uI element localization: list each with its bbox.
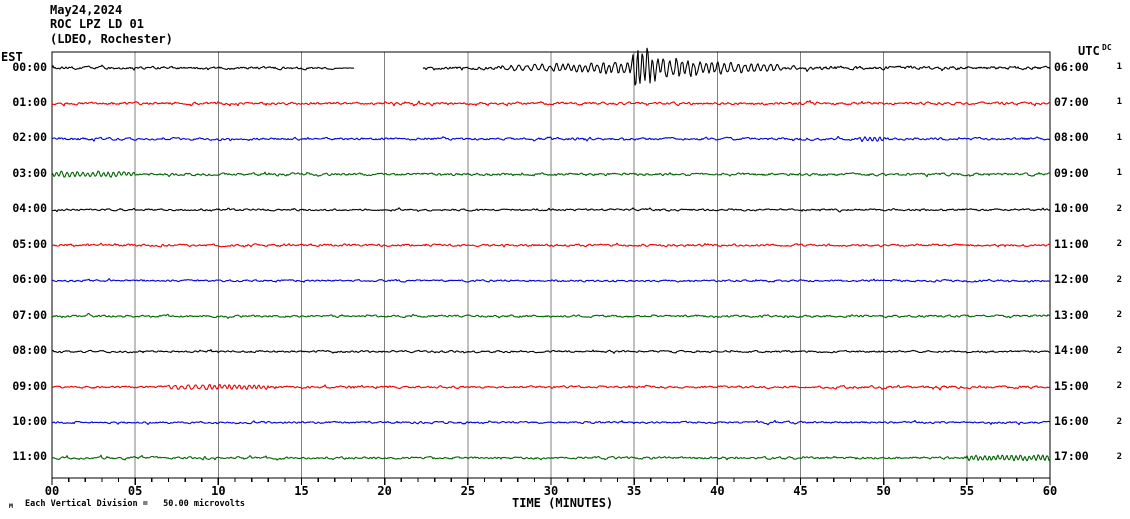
est-time-label: 05:00 [12,236,47,251]
x-axis-title: TIME (MINUTES) [512,496,614,510]
x-tick-label: 45 [793,484,808,498]
est-time-label: 04:00 [12,201,47,216]
x-tick-label: 40 [710,484,725,498]
dc-value: 2 [1116,416,1122,427]
est-time-label: 02:00 [12,130,47,145]
est-time-label: 11:00 [12,449,47,464]
dc-value: 1 [1116,168,1122,179]
dc-value: 2 [1116,381,1122,392]
right-axis-header: UTC [1078,44,1100,58]
utc-time-label: 13:00 [1054,307,1089,322]
est-time-label: 01:00 [12,94,47,109]
est-time-label: 10:00 [12,414,47,428]
date-label: May24,2024 [50,3,123,17]
location-label: (LDEO, Rochester) [50,32,173,46]
utc-time-label: 06:00 [1054,59,1089,74]
est-time-label: 00:00 [12,59,47,74]
est-time-label: 09:00 [12,378,47,393]
x-tick-label: 35 [626,484,642,498]
utc-time-label: 11:00 [1054,236,1089,251]
x-tick-label: 15 [294,484,309,498]
utc-time-label: 07:00 [1054,94,1089,109]
station-label: ROC LPZ LD 01 [50,17,144,31]
x-tick-label: 10 [211,484,226,498]
x-tick-label: 55 [959,484,975,498]
utc-time-label: 10:00 [1054,201,1089,216]
x-tick-label: 30 [543,484,559,498]
utc-time-label: 12:00 [1054,272,1089,287]
dc-value: 2 [1116,451,1122,462]
scale-note: Each Vertical Division = 50.00 microvolt… [25,499,246,509]
est-time-label: 08:00 [12,343,47,358]
dc-value: 2 [1116,274,1122,285]
dc-value: 2 [1116,203,1122,214]
est-time-label: 06:00 [12,272,47,287]
x-tick-label: 50 [876,484,891,498]
utc-time-label: 09:00 [1054,165,1089,180]
dc-column-header: DC [1102,43,1112,52]
dc-value: 2 [1116,345,1122,356]
scale-marker: M [9,502,13,510]
x-tick-label: 05 [127,484,143,498]
x-tick-label: 20 [377,484,392,498]
est-time-label: 07:00 [12,307,47,322]
x-tick-label: 00 [44,484,60,498]
left-axis-header: EST [1,50,23,64]
x-tick-label: 60 [1042,484,1058,498]
utc-time-label: 16:00 [1054,414,1089,428]
utc-time-label: 08:00 [1054,130,1089,145]
utc-time-label: 14:00 [1054,343,1089,358]
dc-value: 2 [1116,310,1122,321]
dc-value: 1 [1116,97,1122,108]
dc-value: 1 [1116,62,1122,72]
est-time-label: 03:00 [12,165,47,180]
x-tick-label: 25 [460,484,476,498]
dc-value: 1 [1116,132,1122,143]
dc-value: 2 [1116,239,1122,250]
utc-time-label: 15:00 [1054,378,1089,393]
utc-time-label: 17:00 [1054,449,1089,464]
